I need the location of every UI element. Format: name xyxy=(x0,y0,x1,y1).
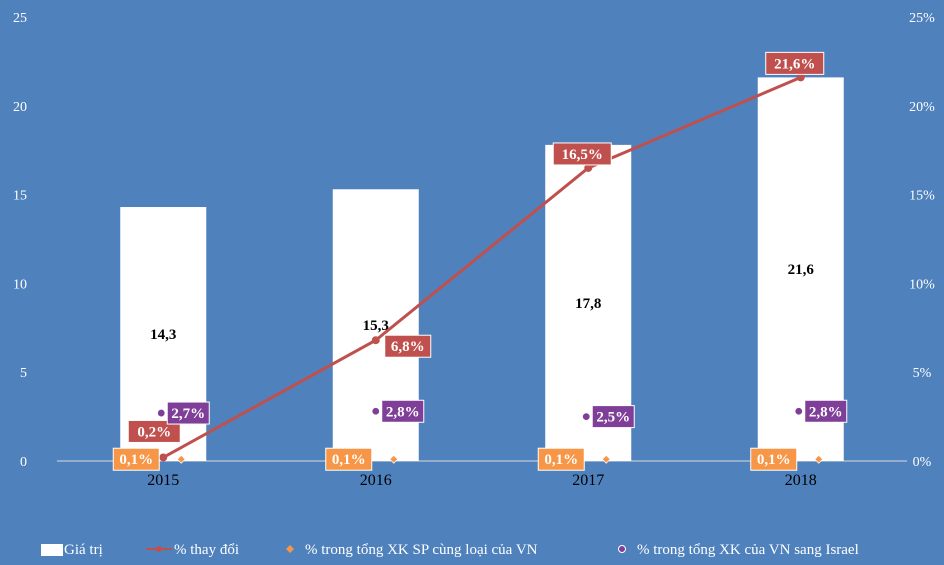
svg-text:0,2%: 0,2% xyxy=(137,424,171,440)
change-data-label: 16,5% xyxy=(552,142,612,166)
y2-tick-label: 15% xyxy=(909,189,935,204)
share-point xyxy=(814,454,824,464)
legend-label: % trong tổng XK của VN sang Israel xyxy=(637,542,859,558)
svg-text:16,5%: 16,5% xyxy=(562,147,603,163)
svg-text:2,5%: 2,5% xyxy=(596,410,630,426)
legend-swatch-israel xyxy=(618,545,626,553)
share-data-label: 0,1% xyxy=(750,447,798,471)
israel-share-data-label: 2,5% xyxy=(591,405,635,429)
change-data-label: 6,8% xyxy=(384,334,432,358)
israel-share-point xyxy=(156,408,166,418)
legend-swatch-share xyxy=(286,545,294,553)
x-tick-label: 2017 xyxy=(572,472,604,489)
legend-swatch-bar xyxy=(41,544,63,556)
israel-share-point xyxy=(794,406,804,416)
svg-text:0,1%: 0,1% xyxy=(119,452,153,468)
share-point xyxy=(389,454,399,464)
y-tick-label: 5 xyxy=(20,366,27,381)
x-tick-label: 2018 xyxy=(785,472,817,489)
y-tick-label: 25 xyxy=(13,11,27,26)
svg-text:2,8%: 2,8% xyxy=(386,404,420,420)
svg-text:21,6%: 21,6% xyxy=(774,56,815,72)
bar-value-label: 14,3 xyxy=(150,327,176,343)
svg-text:2,8%: 2,8% xyxy=(809,404,843,420)
israel-share-data-label: 2,7% xyxy=(166,401,210,425)
share-point xyxy=(601,454,611,464)
share-data-label: 0,1% xyxy=(537,447,585,471)
y2-tick-label: 25% xyxy=(909,11,935,26)
change-point xyxy=(371,336,380,345)
change-line xyxy=(162,76,802,459)
bar-value-label: 21,6 xyxy=(788,262,815,278)
change-data-label: 21,6% xyxy=(765,51,825,75)
legend-label: % thay đổi xyxy=(174,542,239,558)
change-point xyxy=(159,453,168,462)
share-point xyxy=(176,454,186,464)
legend: Giá trị % thay đổi % trong tổng XK SP cùng… xyxy=(41,542,859,558)
bar xyxy=(757,77,844,461)
bar-value-label: 15,3 xyxy=(363,318,389,334)
bar-value-label: 17,8 xyxy=(575,296,601,312)
svg-text:6,8%: 6,8% xyxy=(391,339,425,355)
legend-label: % trong tổng XK SP cùng loại của VN xyxy=(305,542,538,558)
y-tick-label: 10 xyxy=(13,277,27,292)
y-tick-label: 15 xyxy=(13,189,27,204)
change-point xyxy=(796,73,805,82)
y-tick-label: 20 xyxy=(13,100,27,115)
y2-tick-label: 10% xyxy=(909,277,935,292)
y2-tick-label: 20% xyxy=(909,100,935,115)
change-data-label: 0,2% xyxy=(127,419,181,443)
israel-share-point xyxy=(581,412,591,422)
y2-tick-label: 5% xyxy=(913,366,932,381)
y-tick-label: 0 xyxy=(20,455,27,470)
x-tick-label: 2015 xyxy=(147,472,179,489)
share-data-label: 0,1% xyxy=(112,447,160,471)
svg-text:0,1%: 0,1% xyxy=(757,452,791,468)
svg-text:2,7%: 2,7% xyxy=(171,406,205,422)
y2-tick-label: 0% xyxy=(913,455,932,470)
israel-share-data-label: 2,8% xyxy=(381,399,425,423)
legend-label: Giá trị xyxy=(64,542,103,558)
share-data-label: 0,1% xyxy=(325,447,373,471)
israel-share-point xyxy=(371,406,381,416)
svg-text:0,1%: 0,1% xyxy=(332,452,366,468)
israel-share-data-label: 2,8% xyxy=(804,399,848,423)
change-point xyxy=(584,163,593,172)
x-tick-label: 2016 xyxy=(360,472,392,489)
svg-text:0,1%: 0,1% xyxy=(544,452,578,468)
